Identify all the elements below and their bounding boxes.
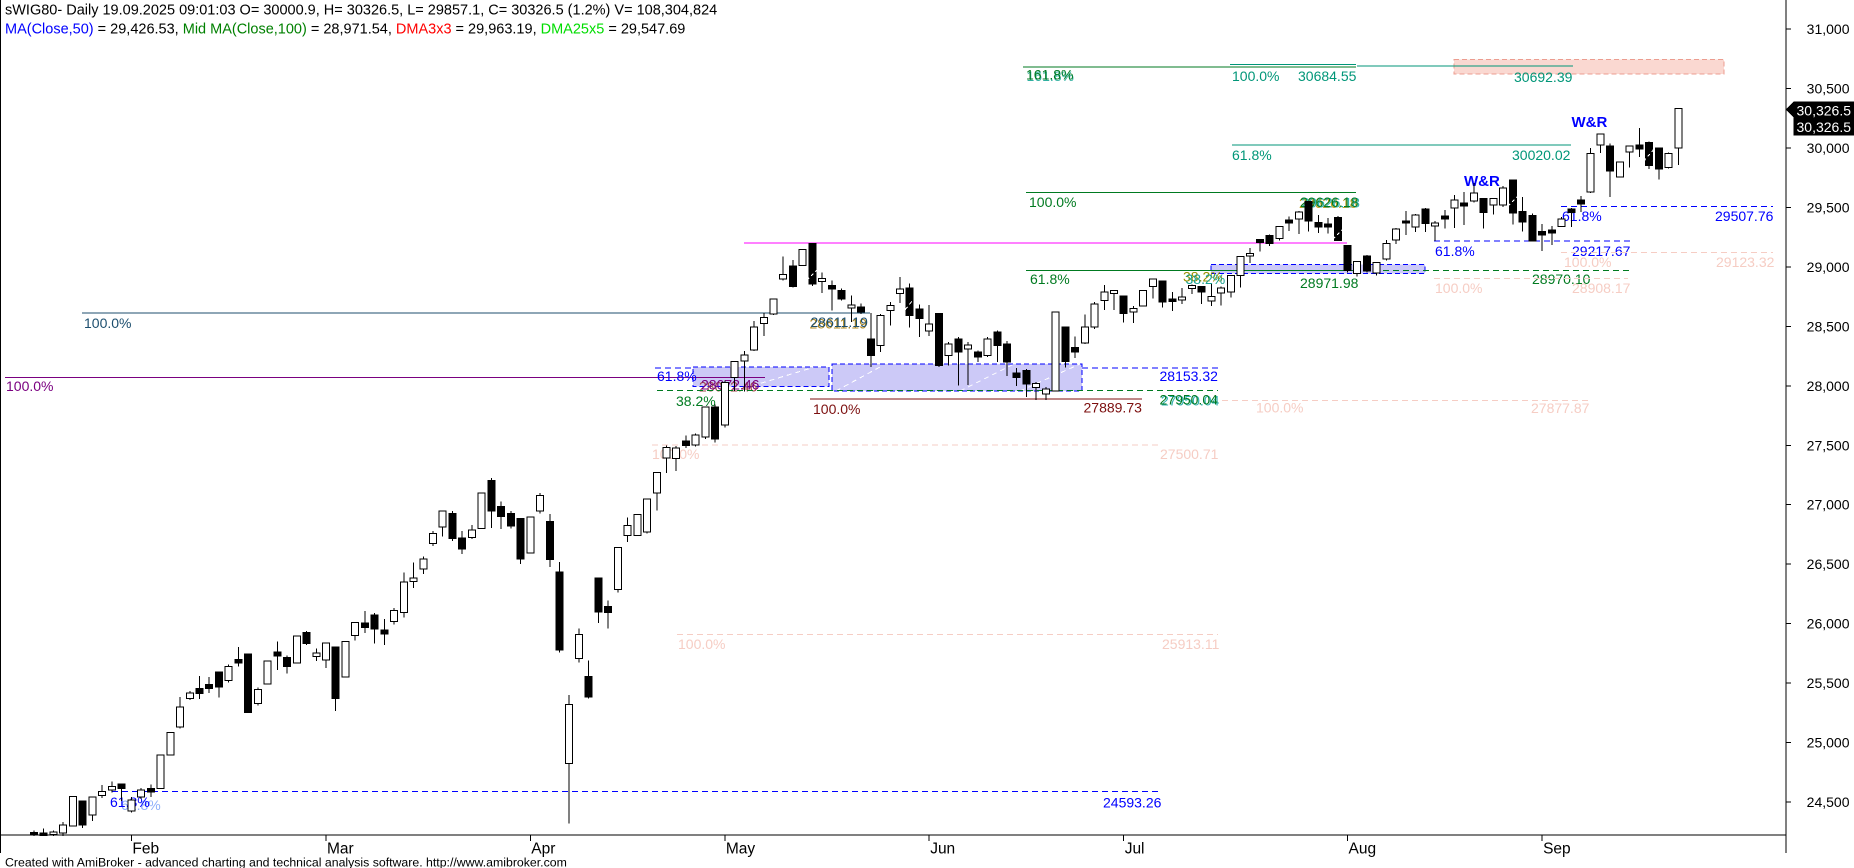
svg-text:100.0%: 100.0%: [1256, 400, 1303, 416]
svg-text:100.0%: 100.0%: [678, 636, 725, 652]
svg-text:30,326.5: 30,326.5: [1797, 119, 1852, 135]
svg-text:25,000: 25,000: [1807, 735, 1850, 751]
svg-text:100.0%: 100.0%: [813, 401, 860, 417]
svg-text:28908.17: 28908.17: [1572, 280, 1631, 296]
svg-text:24,500: 24,500: [1807, 794, 1850, 810]
svg-text:25913.11: 25913.11: [1162, 636, 1220, 652]
svg-text:27889.73: 27889.73: [1084, 400, 1143, 416]
svg-text:30684.55: 30684.55: [1298, 68, 1357, 84]
svg-text:sWIG80- Daily 19.09.2025 09:01: sWIG80- Daily 19.09.2025 09:01:03 O= 300…: [5, 3, 717, 19]
svg-text:27950.04: 27950.04: [1160, 392, 1219, 408]
svg-text:Mar: Mar: [327, 841, 354, 858]
svg-text:61.8%: 61.8%: [1030, 271, 1070, 287]
svg-text:Sep: Sep: [1543, 841, 1571, 858]
svg-text:161.8%: 161.8%: [1027, 68, 1074, 84]
svg-text:28153.32: 28153.32: [1160, 368, 1219, 384]
svg-text:29626.18: 29626.18: [1299, 195, 1358, 211]
svg-text:100.0%: 100.0%: [1029, 194, 1076, 210]
svg-text:29626.18: 29626.18: [1302, 195, 1361, 211]
svg-text:31,000: 31,000: [1807, 21, 1850, 37]
svg-text:W&R: W&R: [1464, 173, 1500, 190]
svg-text:26,500: 26,500: [1807, 556, 1850, 572]
svg-text:38.2%: 38.2%: [1186, 271, 1226, 287]
svg-text:27877.87: 27877.87: [1531, 400, 1590, 416]
svg-text:Jul: Jul: [1125, 841, 1145, 858]
svg-text:28611.19: 28611.19: [811, 314, 869, 330]
svg-text:29217.67: 29217.67: [1572, 243, 1631, 259]
svg-text:27500.71: 27500.71: [1160, 446, 1219, 462]
svg-text:100.0%: 100.0%: [1564, 254, 1611, 270]
svg-text:100.0%: 100.0%: [1435, 280, 1482, 296]
svg-text:29626.18: 29626.18: [1300, 194, 1359, 210]
svg-text:25,500: 25,500: [1807, 675, 1850, 691]
svg-text:24593.26: 24593.26: [1103, 795, 1162, 811]
svg-text:30,500: 30,500: [1807, 81, 1850, 97]
svg-text:28,000: 28,000: [1807, 378, 1850, 394]
svg-text:26,000: 26,000: [1807, 616, 1850, 632]
svg-text:38.2%: 38.2%: [676, 393, 716, 409]
svg-text:May: May: [726, 841, 756, 858]
svg-text:Jun: Jun: [930, 841, 955, 858]
svg-text:29507.76: 29507.76: [1715, 208, 1774, 224]
svg-text:W&R: W&R: [1572, 114, 1608, 131]
svg-text:61.8%: 61.8%: [657, 368, 697, 384]
svg-text:61.8%: 61.8%: [1232, 147, 1272, 163]
svg-text:Aug: Aug: [1349, 841, 1377, 858]
svg-text:27950.04: 27950.04: [1161, 393, 1220, 409]
svg-text:28971.98: 28971.98: [1300, 275, 1359, 291]
svg-text:Feb: Feb: [132, 841, 159, 858]
svg-text:Apr: Apr: [531, 841, 555, 858]
svg-text:28072.46: 28072.46: [701, 377, 760, 393]
svg-text:161.8%: 161.8%: [1026, 67, 1073, 83]
svg-text:38.2%: 38.2%: [1183, 269, 1223, 285]
svg-text:30,326.5: 30,326.5: [1797, 103, 1852, 119]
svg-text:100.0%: 100.0%: [84, 315, 131, 331]
svg-text:27,000: 27,000: [1807, 497, 1850, 513]
svg-text:29,500: 29,500: [1807, 199, 1850, 215]
svg-text:29123.32: 29123.32: [1716, 254, 1775, 270]
svg-text:Created with AmiBroker - advan: Created with AmiBroker - advanced charti…: [5, 856, 567, 868]
svg-text:MA(Close,50) = 29,426.53, Mid: MA(Close,50) = 29,426.53, Mid MA(Close,1…: [5, 22, 685, 38]
svg-text:61.8%: 61.8%: [1435, 243, 1475, 259]
svg-text:100.0%: 100.0%: [1232, 68, 1279, 84]
svg-text:29,000: 29,000: [1807, 259, 1850, 275]
svg-text:30020.02: 30020.02: [1512, 147, 1571, 163]
svg-text:100.0%: 100.0%: [6, 378, 53, 394]
svg-text:30,000: 30,000: [1807, 140, 1850, 156]
svg-text:27,500: 27,500: [1807, 437, 1850, 453]
svg-text:28,500: 28,500: [1807, 318, 1850, 334]
svg-text:28970.10: 28970.10: [1532, 271, 1591, 287]
svg-text:28611.19: 28611.19: [810, 316, 868, 332]
svg-text:30692.39: 30692.39: [1514, 69, 1573, 85]
